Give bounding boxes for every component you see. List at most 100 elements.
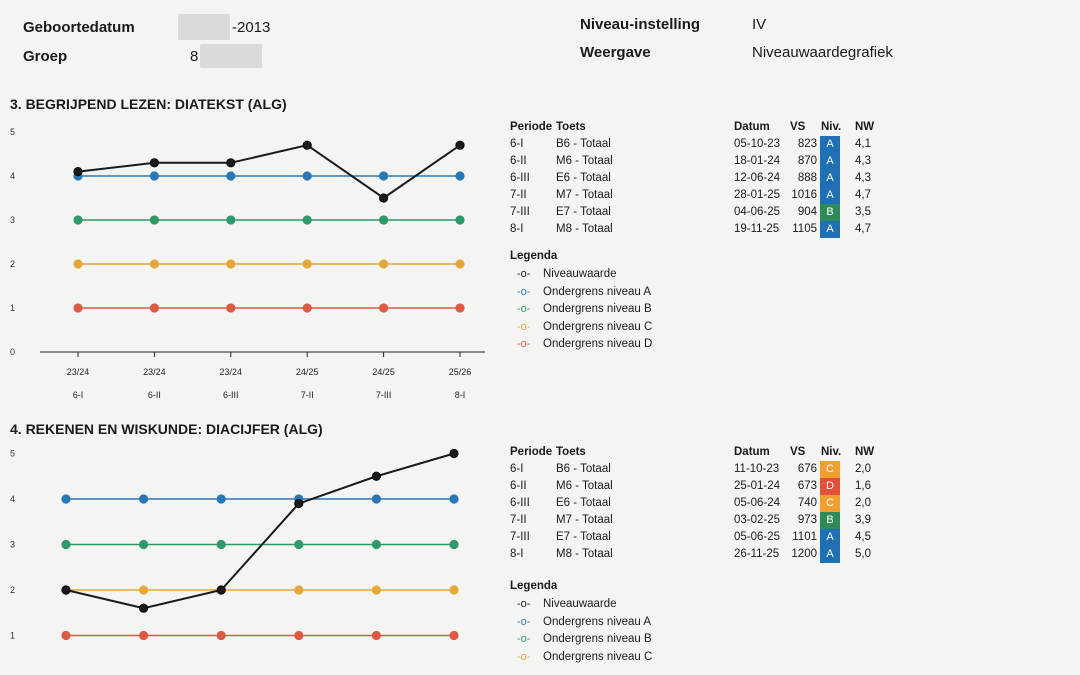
column-header-periode: Periode [510, 446, 553, 458]
groep-label: Groep [23, 48, 68, 65]
data-point [455, 140, 465, 150]
x-tick-label: 24/25 [296, 367, 319, 377]
data-point [302, 215, 312, 225]
table-row: 6-II M6 - Totaal 25-01-24 673 D 1,6 [510, 478, 890, 495]
niveau-instelling-label: Niveau-instelling [580, 16, 701, 33]
weergave-label: Weergave [580, 44, 651, 61]
y-tick-label: 5 [10, 449, 15, 459]
cell-toets: M7 - Totaal [556, 514, 613, 526]
legend-symbol: -o- [517, 615, 531, 628]
cell-periode: 7-III [510, 531, 530, 543]
cell-datum: 12-06-24 [734, 172, 781, 184]
table-row: 8-I M8 - Totaal 19-11-25 1105 A 4,7 [510, 221, 890, 238]
data-point [226, 215, 236, 225]
data-point [378, 303, 389, 313]
cell-vs: 676 [797, 463, 817, 475]
y-tick-label: 2 [10, 585, 15, 595]
cell-periode: 8-I [510, 223, 524, 235]
data-point [216, 585, 226, 595]
table-row: 7-III E7 - Totaal 05-06-25 1101 A 4,5 [510, 529, 890, 546]
cell-nw: 1,6 [855, 480, 871, 492]
cell-toets: E6 - Totaal [556, 172, 611, 184]
series-line [77, 144, 461, 200]
data-point [139, 585, 149, 595]
legend-symbol: -o- [517, 633, 531, 645]
table-header: Periode Toets Datum VS Niv. NW [510, 119, 890, 136]
data-point [216, 539, 226, 550]
table-row: 7-II M7 - Totaal 03-02-25 973 B 3,9 [510, 512, 890, 529]
y-tick-label: 0 [10, 347, 15, 357]
column-header-vs: VS [790, 121, 806, 133]
data-point [149, 171, 159, 181]
weergave-value: Niveauwaardegrafiek [752, 44, 893, 61]
x-tick-label: 8-I [455, 390, 466, 400]
legend-title: Legenda [510, 580, 558, 592]
data-point [455, 259, 465, 269]
cell-nw: 4,5 [855, 531, 871, 543]
cell-periode: 7-II [510, 189, 527, 201]
column-header-vs: VS [790, 446, 806, 458]
legend-label: Ondergrens niveau C [543, 650, 653, 663]
data-point [294, 585, 304, 595]
legend-label: Ondergrens niveau B [543, 633, 652, 645]
cell-periode: 6-I [510, 138, 524, 150]
cell-vs: 740 [797, 497, 817, 509]
legend-title: Legenda [510, 250, 558, 262]
data-point [449, 585, 459, 595]
cell-nw: 2,0 [855, 463, 871, 475]
data-point [371, 494, 381, 504]
cell-vs: 904 [797, 206, 817, 218]
legend-symbol: -o- [517, 650, 531, 663]
data-point [226, 171, 236, 181]
niveau-badge: A [820, 529, 840, 546]
cell-toets: B6 - Totaal [556, 138, 611, 150]
cell-toets: E7 - Totaal [556, 206, 611, 218]
legend-item: -o- Ondergrens niveau C [517, 651, 652, 663]
table-row: 7-III E7 - Totaal 04-06-25 904 B 3,5 [510, 204, 890, 221]
cell-toets: M6 - Totaal [556, 480, 613, 492]
y-tick-label: 4 [10, 494, 15, 504]
data-point [455, 303, 465, 313]
legend-item: -o- Ondergrens niveau D [517, 338, 652, 350]
table-row: 7-II M7 - Totaal 28-01-25 1016 A 4,7 [510, 187, 890, 204]
data-point [226, 158, 236, 168]
data-point [216, 494, 226, 504]
x-tick-label: 6-III [223, 390, 239, 400]
cell-nw: 4,7 [855, 189, 871, 201]
cell-toets: M8 - Totaal [556, 548, 613, 560]
data-point [61, 585, 71, 595]
data-point [294, 498, 304, 509]
cell-datum: 26-11-25 [734, 548, 780, 560]
cell-vs: 1016 [791, 189, 817, 201]
cell-periode: 6-II [510, 480, 527, 492]
cell-datum: 19-11-25 [734, 223, 780, 235]
legend-item: -o- Ondergrens niveau B [517, 633, 652, 645]
table-row: 6-III E6 - Totaal 12-06-24 888 A 4,3 [510, 170, 890, 187]
data-point [371, 630, 381, 641]
cell-toets: M8 - Totaal [556, 223, 613, 235]
y-tick-label: 4 [10, 171, 15, 181]
cell-periode: 6-III [510, 172, 530, 184]
data-point [73, 215, 83, 225]
cell-nw: 3,9 [855, 514, 871, 526]
niveau-badge: A [820, 546, 840, 563]
legend-label: Ondergrens niveau C [543, 320, 653, 333]
data-point [302, 259, 312, 269]
results-table: Periode Toets Datum VS Niv. NW 6-I B6 - Totaal 0… [510, 119, 890, 239]
legend-label: Ondergrens niveau B [543, 303, 652, 315]
section-title: 4. REKENEN EN WISKUNDE: DIACIJFER (ALG) [10, 421, 323, 437]
cell-datum: 28-01-25 [734, 189, 781, 201]
cell-datum: 11-10-23 [734, 463, 780, 475]
cell-datum: 25-01-24 [734, 480, 781, 492]
cell-datum: 05-10-23 [734, 138, 781, 150]
x-tick-label: 6-I [73, 390, 84, 400]
data-point [449, 448, 459, 459]
cell-nw: 5,0 [855, 548, 871, 560]
cell-datum: 05-06-24 [734, 497, 781, 509]
legend-symbol: -o- [517, 268, 531, 280]
niveau-badge: A [820, 136, 840, 153]
x-tick-label: 23/24 [220, 367, 243, 377]
y-tick-label: 3 [10, 540, 15, 550]
data-point [139, 630, 149, 641]
data-point [73, 166, 83, 177]
